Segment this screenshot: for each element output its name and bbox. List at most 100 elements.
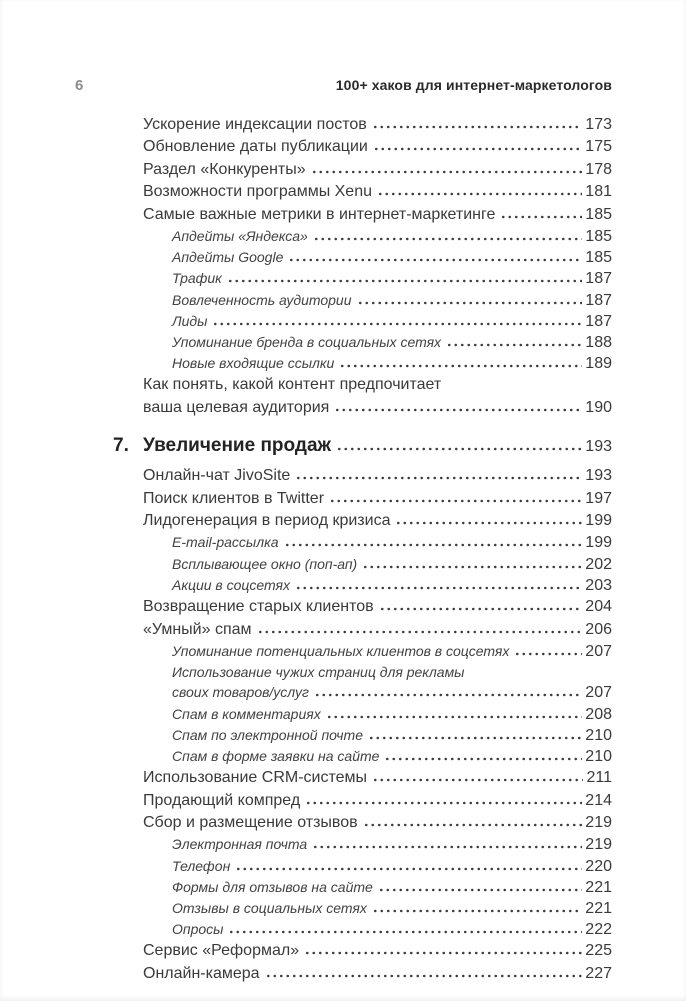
toc-entry-page-number: 187 bbox=[585, 312, 612, 330]
toc-entry-page-number: 222 bbox=[585, 921, 612, 939]
dot-leader bbox=[235, 866, 583, 871]
toc-entry: Вовлеченность аудитории 187 bbox=[143, 290, 612, 311]
toc-entry-page-number: 221 bbox=[585, 899, 612, 917]
toc-entry-title: Сервис «Реформал» bbox=[143, 942, 300, 960]
toc-entry: Возвращение старых клиентов 204 bbox=[143, 596, 612, 618]
toc-entry-row: Раздел «Конкуренты» 178 bbox=[143, 159, 612, 181]
toc-entry-row: Возможности программы Xenu 181 bbox=[143, 181, 612, 203]
toc-entry: E-mail-рассылка 199 bbox=[143, 532, 612, 553]
toc-entry-page-number: 185 bbox=[585, 249, 612, 267]
toc-entry-title: Всплывающее окно (поп-ап) bbox=[172, 555, 358, 572]
toc-entry: Онлайн-чат JivoSite 193 bbox=[143, 465, 612, 487]
toc-entry-title: Лидогенерация в период кризиса bbox=[143, 512, 391, 530]
toc-entry-page-number: 208 bbox=[585, 705, 612, 723]
dot-leader bbox=[334, 407, 583, 412]
toc-entry-title-line2: своих товаров/услуг bbox=[172, 684, 309, 701]
toc-entry-row: Обновление даты публикации 175 bbox=[143, 136, 612, 158]
chapter-number: 7. bbox=[113, 435, 129, 457]
toc-entry: Акции в соцсетях 203 bbox=[143, 575, 612, 596]
toc-entry-title: Лиды bbox=[172, 312, 208, 329]
toc-entry-title: Новые входящие ссылки bbox=[172, 355, 335, 372]
toc-entry-title: Как понять, какой контент предпочитает bbox=[143, 376, 442, 394]
toc-entry-page-number: 221 bbox=[585, 878, 612, 896]
toc-entry-title: Увеличение продаж bbox=[143, 435, 331, 457]
dot-leader bbox=[371, 125, 583, 129]
toc-entry-title: Телефон bbox=[172, 857, 231, 874]
dot-leader bbox=[446, 343, 583, 348]
toc-entry-row: Трафик 187 bbox=[172, 268, 612, 289]
toc-entry-title: Возвращение старых клиентов bbox=[143, 598, 374, 616]
toc-entry: Упоминание бренда в социальных сетях 188 bbox=[143, 332, 612, 353]
dot-leader bbox=[371, 908, 583, 913]
toc-entry-row: Отзывы в социальных сетях 221 bbox=[172, 898, 612, 919]
toc-entry-title: Онлайн-камера bbox=[143, 964, 260, 982]
toc-entry-page-number: 175 bbox=[585, 138, 612, 156]
toc-entry: Упоминание потенциальных клиентов в соцс… bbox=[143, 641, 612, 662]
dot-leader bbox=[372, 147, 583, 152]
toc-entry-row: Спам по электронной почте 210 bbox=[172, 725, 612, 746]
toc-entry-title: E-mail-рассылка bbox=[172, 534, 279, 551]
dot-leader bbox=[356, 300, 583, 305]
toc-entry-title: Упоминание бренда в социальных сетях bbox=[172, 334, 442, 351]
toc-entry-title: Трафик bbox=[172, 270, 222, 287]
toc-entry: Спам по электронной почте 210 bbox=[143, 725, 612, 746]
toc-entry-row: Спам в комментариях 208 bbox=[172, 704, 612, 725]
toc-entry-row: Поиск клиентов в Twitter 197 bbox=[143, 488, 612, 510]
toc-entry-title: Спам в комментариях bbox=[172, 705, 321, 722]
toc-entry: Апдейты «Яндекса» 185 bbox=[143, 226, 612, 247]
toc-entry: Спам в комментариях 208 bbox=[143, 704, 612, 725]
toc-entry: Новые входящие ссылки 189 bbox=[143, 353, 612, 374]
toc-entry-page-number: 193 bbox=[585, 467, 612, 485]
toc-entry-title: Формы для отзывов на сайте bbox=[172, 878, 373, 895]
dot-leader bbox=[384, 756, 583, 761]
toc-entry-row: «Умный» спам 206 bbox=[143, 619, 612, 641]
toc-entry: Сбор и размещение отзывов 219 bbox=[143, 812, 612, 834]
toc-entry-row: Ускорение индексации постов 173 bbox=[143, 114, 612, 136]
toc-entry-row: Вовлеченность аудитории 187 bbox=[172, 290, 612, 311]
toc-entry-page-number: 220 bbox=[585, 857, 612, 875]
toc-entry-title: Электронная почта bbox=[172, 836, 308, 853]
toc-entry-title: Спам в форме заявки на сайте bbox=[172, 747, 380, 764]
toc-chapter-entry: 7. Увеличение продаж 193 bbox=[113, 433, 612, 460]
dot-leader bbox=[500, 214, 583, 219]
dot-leader bbox=[362, 564, 583, 569]
toc-entry-page-number: 225 bbox=[585, 942, 612, 960]
toc-entry-title: Поиск клиентов в Twitter bbox=[143, 489, 325, 507]
toc-entry-page-number: 214 bbox=[585, 791, 612, 809]
toc-entry: Телефон 220 bbox=[143, 856, 612, 877]
toc-entry-row: Акции в соцсетях 203 bbox=[172, 575, 612, 596]
toc-entry-row: Опросы 222 bbox=[172, 919, 612, 940]
toc-entry: Использование чужих страниц для рекламы с… bbox=[143, 662, 612, 703]
dot-leader bbox=[283, 543, 583, 548]
toc-entry-page-number: 203 bbox=[585, 576, 612, 594]
toc-entry-row: Продающий компред 214 bbox=[143, 790, 612, 812]
toc-entry: Обновление даты публикации 175 bbox=[143, 136, 612, 158]
dot-leader bbox=[310, 169, 583, 174]
toc-entry-page-number: 178 bbox=[585, 160, 612, 178]
toc-entry-title: Акции в соцсетях bbox=[172, 576, 291, 593]
dot-leader bbox=[312, 237, 583, 242]
dot-leader bbox=[295, 585, 583, 590]
toc-entry-row: 7. Увеличение продаж 193 bbox=[113, 433, 612, 460]
toc-entry-row: Лидогенерация в период кризиса 199 bbox=[143, 510, 612, 532]
toc-entry: Лидогенерация в период кризиса 199 bbox=[143, 510, 612, 532]
toc-entry-title: Продающий компред bbox=[143, 791, 301, 809]
dot-leader bbox=[339, 364, 583, 369]
toc-entry: Лиды 187 bbox=[143, 311, 612, 332]
toc-entry-row: Лиды 187 bbox=[172, 311, 612, 332]
toc-entry-title-line2: ваша целевая аудитория bbox=[143, 398, 330, 416]
toc-entry-row: Спам в форме заявки на сайте 210 bbox=[172, 746, 612, 767]
toc-entry-row: E-mail-рассылка 199 bbox=[172, 532, 612, 553]
toc-entry-page-number: 199 bbox=[585, 512, 612, 530]
toc-entry-page-number: 190 bbox=[585, 398, 612, 416]
toc-entry-row: Новые входящие ссылки 189 bbox=[172, 353, 612, 374]
toc-entry-page-number: 227 bbox=[585, 964, 612, 982]
toc-entry-row: Электронная почта 219 bbox=[172, 834, 612, 855]
dot-leader bbox=[228, 930, 583, 935]
dot-leader bbox=[295, 476, 583, 481]
toc-entry: Электронная почта 219 bbox=[143, 834, 612, 855]
toc-entry-title: Отзывы в социальных сетях bbox=[172, 899, 367, 916]
toc-entry: Апдейты Google 185 bbox=[143, 247, 612, 268]
toc-entry-page-number: 199 bbox=[585, 534, 612, 552]
